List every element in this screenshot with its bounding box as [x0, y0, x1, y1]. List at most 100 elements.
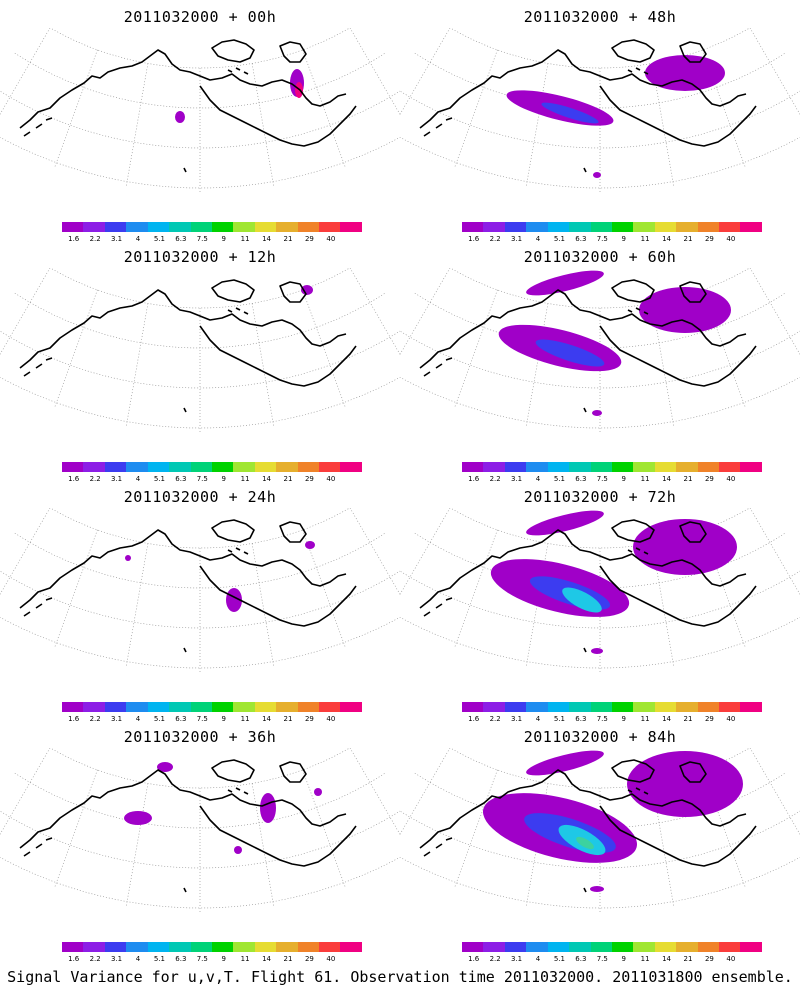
colorbar-labels: 1.6 2.2 3.1 4 5.1 6.3 7.5 9 11 14 21 29 40	[448, 715, 748, 725]
colorbar-swatch	[276, 702, 298, 712]
colorbar-swatch	[297, 222, 320, 232]
colorbar-swatch	[211, 702, 234, 712]
colorbar-swatch	[340, 222, 362, 232]
colorbar-swatch	[504, 222, 527, 232]
panel-title: 2011032000 + 12h	[123, 248, 277, 266]
colorbar-swatch	[297, 702, 320, 712]
colorbar-label: 9	[221, 235, 226, 243]
colorbar-swatch	[526, 462, 548, 472]
colorbar	[462, 942, 762, 952]
colorbar-swatch	[83, 702, 105, 712]
colorbar-swatch	[190, 222, 212, 232]
colorbar-label: 7.5	[196, 475, 208, 483]
colorbar-swatch	[83, 222, 105, 232]
colorbar-label: 9	[621, 475, 626, 483]
colorbar-label: 6.3	[175, 235, 187, 243]
colorbar-label: 7.5	[596, 955, 608, 963]
forecast-panel: 2011032000 + 36h 1.6 2.2 3.1 4 5.1 6.3 7.5 9 11 14…	[0, 720, 400, 963]
colorbar-swatch	[254, 702, 277, 712]
colorbar-swatch	[654, 702, 677, 712]
colorbar-label: 6.3	[575, 235, 587, 243]
colorbar-swatch	[740, 942, 762, 952]
colorbar-label: 29	[304, 715, 314, 723]
colorbar-label: 4	[135, 475, 141, 483]
colorbar-label: 29	[704, 955, 714, 963]
colorbar-swatch	[526, 702, 548, 712]
colorbar-swatch	[504, 702, 527, 712]
colorbar-label: 4	[535, 475, 541, 483]
colorbar-swatch	[233, 702, 255, 712]
colorbar-swatch	[504, 942, 527, 952]
colorbar-swatch	[62, 462, 84, 472]
colorbar-swatch	[547, 942, 570, 952]
colorbar-label: 29	[304, 955, 314, 963]
colorbar-swatch	[104, 222, 127, 232]
colorbar-label: 21	[683, 955, 693, 963]
colorbar-swatch	[697, 222, 720, 232]
colorbar-label: 11	[240, 235, 250, 243]
colorbar-labels: 1.6 2.2 3.1 4 5.1 6.3 7.5 9 11 14 21 29 40	[48, 715, 348, 725]
colorbar-label: 4	[135, 955, 141, 963]
colorbar-label: 14	[262, 955, 272, 963]
colorbar-swatch	[126, 702, 148, 712]
figure-caption: Signal Variance for u,v,T. Flight 61. Ob…	[7, 968, 793, 986]
colorbar-labels: 1.6 2.2 3.1 4 5.1 6.3 7.5 9 11 14 21 29 40	[48, 235, 348, 245]
colorbar-label: 1.6	[468, 235, 480, 243]
colorbar-label: 4	[535, 715, 541, 723]
forecast-panel: 2011032000 + 24h 1.6 2.2 3.1 4 5.1 6.3 7.5 9 11 14…	[0, 480, 400, 723]
colorbar-label: 3.1	[110, 955, 123, 963]
colorbar-label: 4	[535, 955, 541, 963]
colorbar-label: 9	[221, 955, 226, 963]
colorbar-swatch	[104, 942, 127, 952]
colorbar-swatch	[169, 462, 191, 472]
colorbar-swatch	[147, 462, 170, 472]
colorbar-label: 40	[726, 235, 736, 243]
colorbar-label: 29	[704, 235, 714, 243]
colorbar-swatch	[676, 222, 698, 232]
colorbar-swatch	[462, 702, 484, 712]
forecast-panel: 2011032000 + 60h 1.6 2.2 3.1 4 5.1 6.3 7.5 9 11 14…	[400, 240, 800, 483]
colorbar-label: 11	[640, 235, 650, 243]
colorbar-label: 3.1	[110, 715, 123, 723]
colorbar-swatch	[462, 462, 484, 472]
colorbar-label: 7.5	[196, 715, 208, 723]
colorbar-label: 7.5	[596, 715, 608, 723]
colorbar-label: 14	[262, 715, 272, 723]
colorbar-label: 3.1	[510, 475, 523, 483]
colorbar-label: 14	[662, 235, 672, 243]
colorbar-swatch	[62, 222, 84, 232]
colorbar-label: 5.1	[553, 235, 565, 243]
colorbar-swatch	[633, 222, 655, 232]
colorbar-labels: 1.6 2.2 3.1 4 5.1 6.3 7.5 9 11 14 21 29 40	[48, 475, 348, 485]
colorbar-swatch	[233, 942, 255, 952]
colorbar-swatch	[62, 702, 84, 712]
colorbar-label: 5.1	[553, 715, 565, 723]
colorbar	[462, 222, 762, 232]
colorbar-label: 6.3	[175, 955, 187, 963]
panel-title: 2011032000 + 36h	[123, 728, 277, 746]
colorbar-label: 5.1	[153, 715, 165, 723]
colorbar-label: 2.2	[489, 955, 501, 963]
colorbar-label: 40	[726, 955, 736, 963]
colorbar-swatch	[233, 462, 255, 472]
colorbar-swatch	[83, 462, 105, 472]
colorbar-swatch	[526, 942, 548, 952]
colorbar-swatch	[126, 942, 148, 952]
colorbar-swatch	[483, 942, 505, 952]
colorbar-label: 5.1	[153, 475, 165, 483]
colorbar-swatch	[169, 702, 191, 712]
colorbar-label: 5.1	[153, 955, 165, 963]
colorbar-label: 2.2	[89, 475, 101, 483]
colorbar-swatch	[569, 942, 591, 952]
colorbar-label: 1.6	[468, 955, 480, 963]
colorbar-label: 9	[621, 715, 626, 723]
colorbar-swatch	[526, 222, 548, 232]
colorbar	[62, 942, 362, 952]
colorbar	[62, 462, 362, 472]
colorbar-swatch	[104, 702, 127, 712]
colorbar-label: 6.3	[175, 715, 187, 723]
colorbar-swatch	[676, 942, 698, 952]
colorbar-swatch	[254, 942, 277, 952]
colorbar-swatch	[340, 942, 362, 952]
colorbar-swatch	[126, 462, 148, 472]
